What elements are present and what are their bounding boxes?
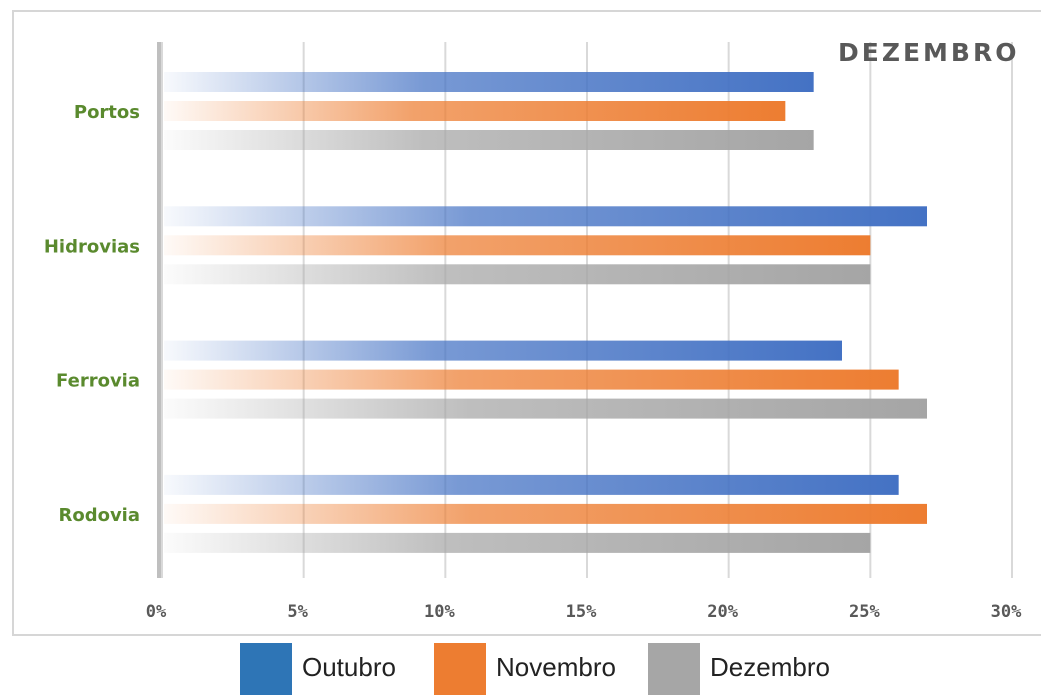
bar-outubro-rodovia — [164, 474, 899, 495]
legend-swatch-novembro — [434, 643, 486, 695]
category-label-ferrovia: Ferrovia — [56, 371, 140, 392]
x-tick-label: 25% — [849, 602, 880, 622]
bar-novembro-ferrovia — [164, 369, 899, 390]
x-tick-label: 15% — [566, 602, 597, 622]
legend-label-novembro: Novembro — [496, 652, 616, 682]
bar-novembro-portos — [164, 101, 786, 121]
x-tick-label: 0% — [146, 602, 167, 622]
x-tick-label: 10% — [424, 602, 455, 622]
legend-label-outubro: Outubro — [302, 652, 396, 682]
bar-novembro-rodovia — [164, 503, 927, 524]
x-tick-label: 30% — [991, 602, 1022, 622]
bar-dezembro-hidrovias — [164, 264, 871, 285]
x-tick-label: 20% — [707, 602, 738, 622]
chart-title: DEZEMBRO — [838, 38, 1020, 67]
legend-label-dezembro: Dezembro — [710, 652, 830, 682]
bar-novembro-hidrovias — [164, 235, 871, 256]
bar-dezembro-ferrovia — [164, 398, 927, 419]
bar-outubro-portos — [164, 72, 814, 92]
x-tick-label: 5% — [287, 602, 308, 622]
category-label-hidrovias: Hidrovias — [44, 236, 140, 257]
bar-outubro-hidrovias — [164, 206, 927, 227]
bar-dezembro-rodovia — [164, 532, 871, 553]
bar-outubro-ferrovia — [164, 340, 842, 361]
legend: Outubro Novembro Dezembro — [0, 640, 1041, 695]
bar-dezembro-portos — [164, 130, 814, 150]
legend-swatch-outubro — [240, 643, 292, 695]
category-label-rodovia: Rodovia — [58, 505, 140, 526]
legend-swatch-dezembro — [648, 643, 700, 695]
category-label-portos: Portos — [74, 102, 140, 123]
